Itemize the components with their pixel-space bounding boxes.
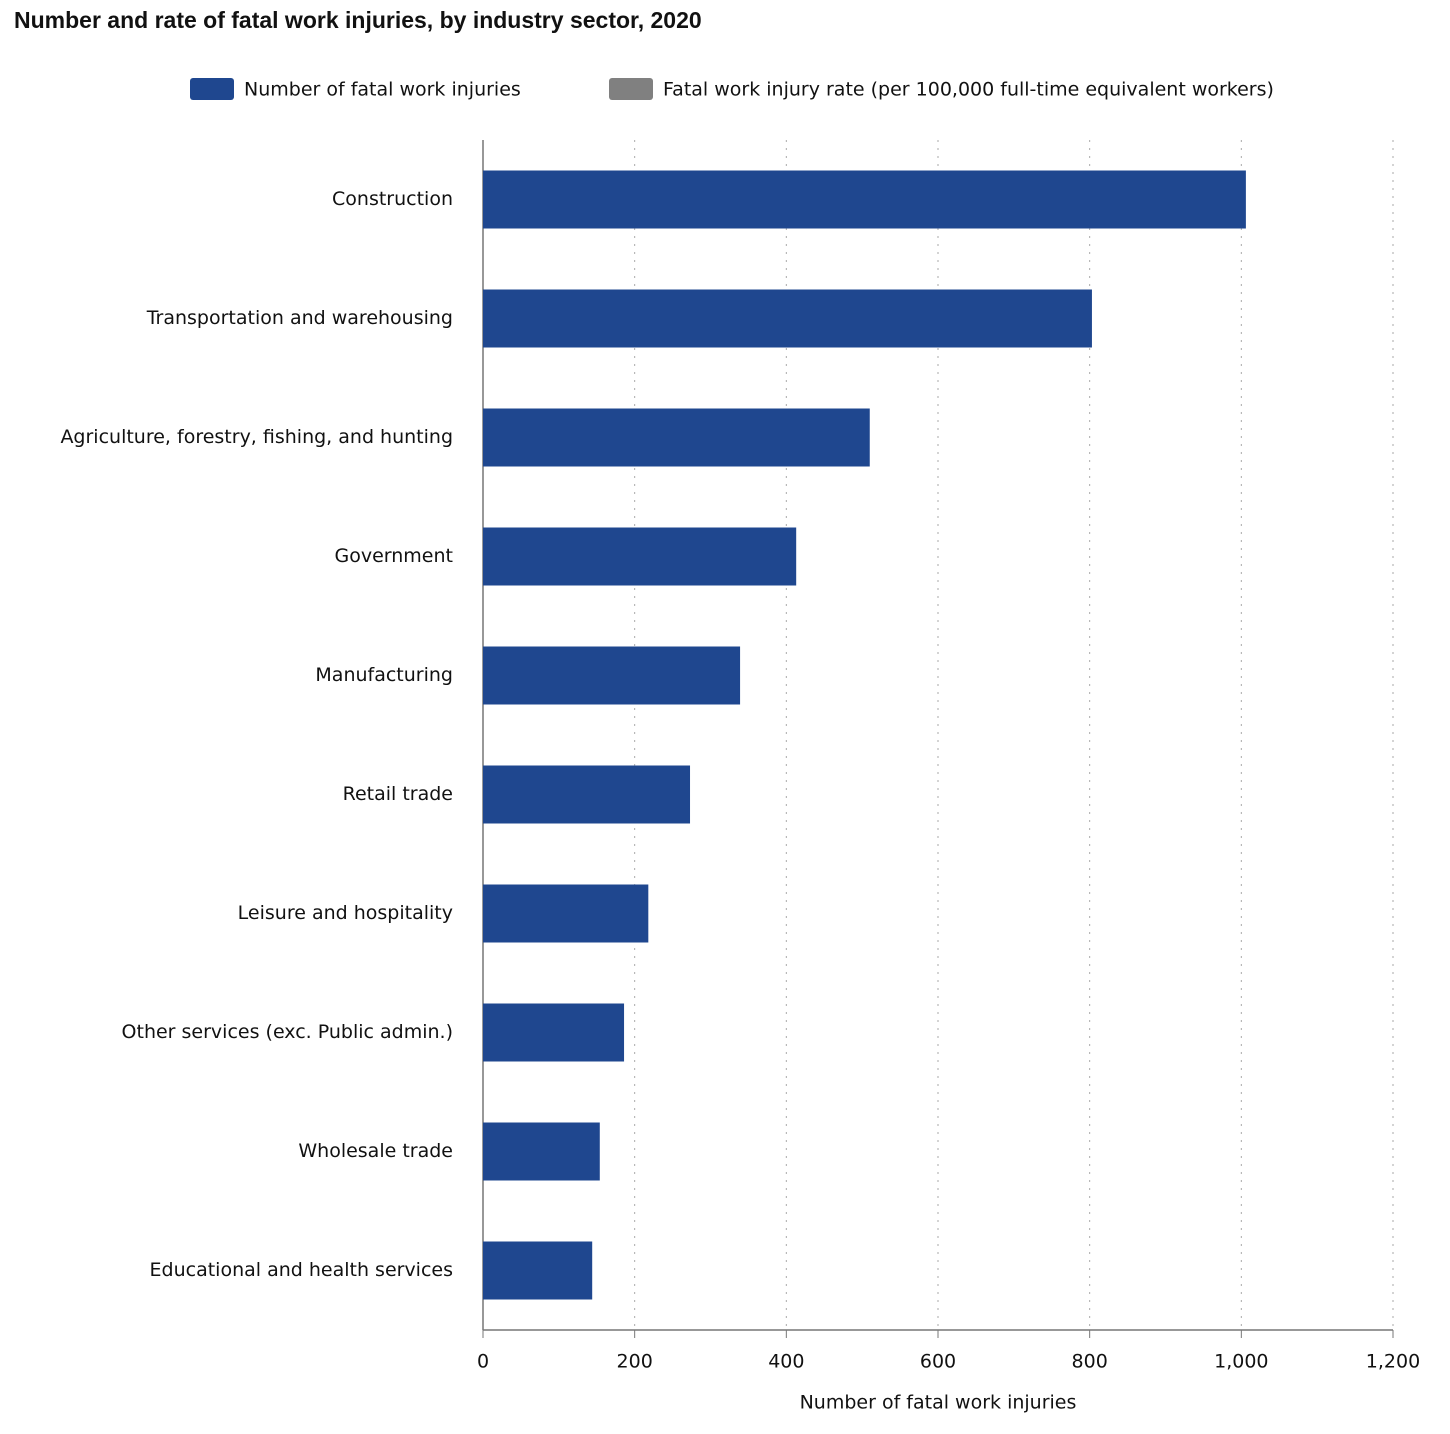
y-tick-label: Construction	[332, 188, 453, 210]
chart-title: Number and rate of fatal work injuries, …	[14, 7, 702, 33]
legend-label: Number of fatal work injuries	[244, 79, 521, 101]
y-tick-label: Educational and health services	[150, 1259, 453, 1281]
y-tick-label: Wholesale trade	[298, 1140, 453, 1162]
bar	[483, 646, 741, 705]
y-tick-label: Other services (exc. Public admin.)	[122, 1021, 453, 1043]
bar	[483, 527, 797, 586]
x-tick-label: 200	[617, 1351, 653, 1373]
y-tick-label: Leisure and hospitality	[238, 902, 453, 924]
x-tick-label: 400	[768, 1351, 804, 1373]
x-tick-label: 600	[920, 1351, 956, 1373]
bar	[483, 884, 649, 943]
bar	[483, 289, 1092, 348]
legend-swatch	[190, 78, 234, 100]
bar	[483, 765, 691, 824]
bar	[483, 1122, 600, 1181]
y-tick-label: Manufacturing	[315, 664, 453, 686]
legend-swatch	[609, 78, 653, 100]
x-tick-label: 0	[477, 1351, 489, 1373]
legend-label: Fatal work injury rate (per 100,000 full…	[663, 79, 1274, 101]
y-tick-label: Government	[335, 545, 454, 567]
x-tick-label: 800	[1072, 1351, 1108, 1373]
x-axis-label: Number of fatal work injuries	[800, 1392, 1077, 1414]
y-tick-label: Agriculture, forestry, fishing, and hunt…	[60, 426, 453, 448]
bar	[483, 1003, 625, 1062]
bar	[483, 1241, 593, 1300]
x-tick-label: 1,200	[1366, 1351, 1420, 1373]
y-tick-label: Retail trade	[343, 783, 453, 805]
bar	[483, 408, 870, 467]
bar	[483, 170, 1246, 229]
x-tick-label: 1,000	[1214, 1351, 1268, 1373]
y-tick-label: Transportation and warehousing	[146, 307, 453, 329]
